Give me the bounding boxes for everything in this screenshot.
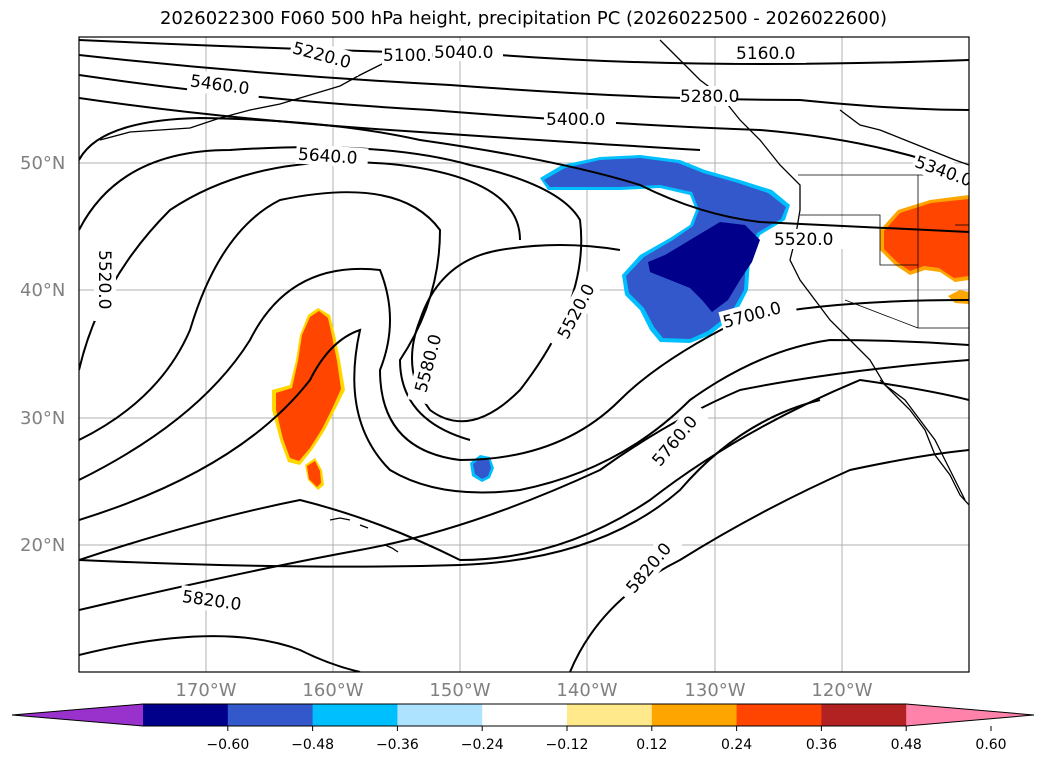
- colorbar-segment: [143, 704, 229, 726]
- colorbar-tick-label: 0.24: [721, 737, 752, 753]
- colorbar-segment: [736, 704, 822, 726]
- lon-label-120w: 120°W: [811, 680, 872, 701]
- colorbar-extend-high: [906, 704, 1034, 726]
- contour-label: 5640.0: [297, 145, 358, 169]
- map-area: [79, 37, 969, 672]
- contour-label: 5280.0: [680, 87, 739, 107]
- colorbar-tick-label: 0.12: [636, 737, 667, 753]
- colorbar-segment: [312, 704, 398, 726]
- contour-label: 5040.0: [434, 43, 493, 63]
- colorbar-segment: [567, 704, 653, 726]
- map-frame: [78, 36, 970, 673]
- contour-label: 5520.0: [94, 250, 114, 309]
- colorbar-outline: [11, 703, 1035, 727]
- colorbar-extend-low: [12, 704, 143, 726]
- contour-label: 5400.0: [546, 110, 605, 130]
- lat-label-30: 30°N: [20, 408, 65, 429]
- colorbar-tick-label: −0.36: [376, 737, 419, 753]
- coastlines: [99, 39, 969, 553]
- colorbar-tick-label: −0.60: [206, 737, 249, 753]
- colorbar-segment: [482, 704, 568, 726]
- colorbar-segment: [821, 704, 907, 726]
- chart-title: 2026022300 F060 500 hPa height, precipit…: [159, 8, 888, 29]
- colorbar: −0.60 −0.48 −0.36 −0.24 −0.12 0.12 0.24 0.36 0.4…: [11, 703, 1035, 753]
- lat-label-20: 20°N: [20, 535, 65, 556]
- precip-negative-area: [470, 155, 790, 482]
- colorbar-segment: [397, 704, 483, 726]
- contour-labels: 5220.0 5100.0 5040.0 5160.0 5460.0 5400.…: [94, 37, 969, 618]
- height-contours: [79, 39, 969, 672]
- lon-label-130w: 130°W: [684, 680, 745, 701]
- colorbar-tick-label: 0.48: [891, 737, 922, 753]
- colorbar-segment: [651, 704, 738, 726]
- lon-label-170w: 170°W: [175, 680, 236, 701]
- precip-positive-area: [272, 195, 969, 490]
- colorbar-tick-label: 0.36: [806, 737, 837, 753]
- contour-label: 5520.0: [774, 230, 833, 250]
- colorbar-tick-label: −0.48: [291, 737, 334, 753]
- colorbar-tick-label: 0.60: [975, 737, 1006, 753]
- lat-label-40: 40°N: [20, 280, 65, 301]
- gridlines: [79, 37, 969, 672]
- contour-label: 5100.0: [383, 46, 442, 66]
- colorbar-tick-label: −0.12: [546, 737, 589, 753]
- lon-label-150w: 150°W: [429, 680, 490, 701]
- colorbar-tick-label: −0.24: [461, 737, 504, 753]
- lat-label-50: 50°N: [20, 153, 65, 174]
- lon-label-160w: 160°W: [302, 680, 363, 701]
- colorbar-segment: [227, 704, 314, 726]
- contour-label: 5160.0: [736, 44, 795, 64]
- lon-label-140w: 140°W: [556, 680, 617, 701]
